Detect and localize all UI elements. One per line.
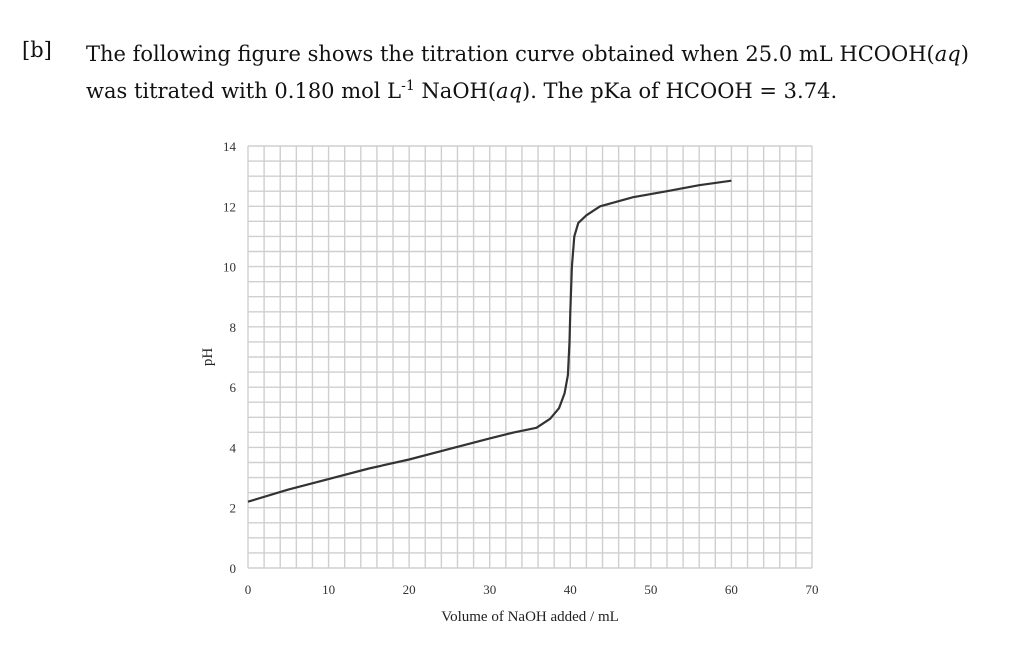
grid <box>247 145 813 569</box>
x-tick-label: 0 <box>245 582 252 597</box>
text: The following figure shows the titration… <box>86 42 935 66</box>
x-tick-label: 50 <box>644 582 657 597</box>
question-label: [b] <box>22 38 52 62</box>
y-axis-label: pH <box>200 348 216 367</box>
text: ) <box>960 42 969 66</box>
x-tick-label: 30 <box>483 582 496 597</box>
tick-labels: 0 10 20 30 40 50 60 70 0 2 4 6 8 10 12 14 <box>223 139 819 597</box>
text-italic: aq <box>934 42 961 66</box>
y-tick-label: 0 <box>230 561 237 576</box>
text: NaOH( <box>414 79 497 103</box>
superscript: -1 <box>401 78 415 94</box>
text: was titrated with 0.180 mol L <box>86 79 402 103</box>
x-tick-label: 10 <box>322 582 335 597</box>
y-tick-label: 14 <box>223 139 237 154</box>
question-line-1: The following figure shows the titration… <box>86 38 1006 70</box>
text: ). The pKa of HCOOH = 3.74. <box>522 79 838 103</box>
question-text: The following figure shows the titration… <box>86 38 1006 107</box>
y-tick-label: 4 <box>230 440 237 455</box>
y-tick-label: 10 <box>223 260 236 275</box>
y-tick-label: 2 <box>230 501 237 516</box>
y-tick-label: 6 <box>230 380 237 395</box>
x-tick-label: 40 <box>564 582 577 597</box>
x-tick-label: 60 <box>725 582 738 597</box>
x-axis-label: Volume of NaOH added / mL <box>441 609 619 625</box>
text-italic: aq <box>496 79 523 103</box>
titration-curve <box>247 179 732 503</box>
y-tick-label: 12 <box>223 199 236 214</box>
x-tick-label: 20 <box>403 582 416 597</box>
question-line-2: was titrated with 0.180 mol L-1 NaOH(aq)… <box>86 70 1006 107</box>
x-tick-label: 70 <box>806 582 819 597</box>
y-tick-label: 8 <box>230 320 237 335</box>
